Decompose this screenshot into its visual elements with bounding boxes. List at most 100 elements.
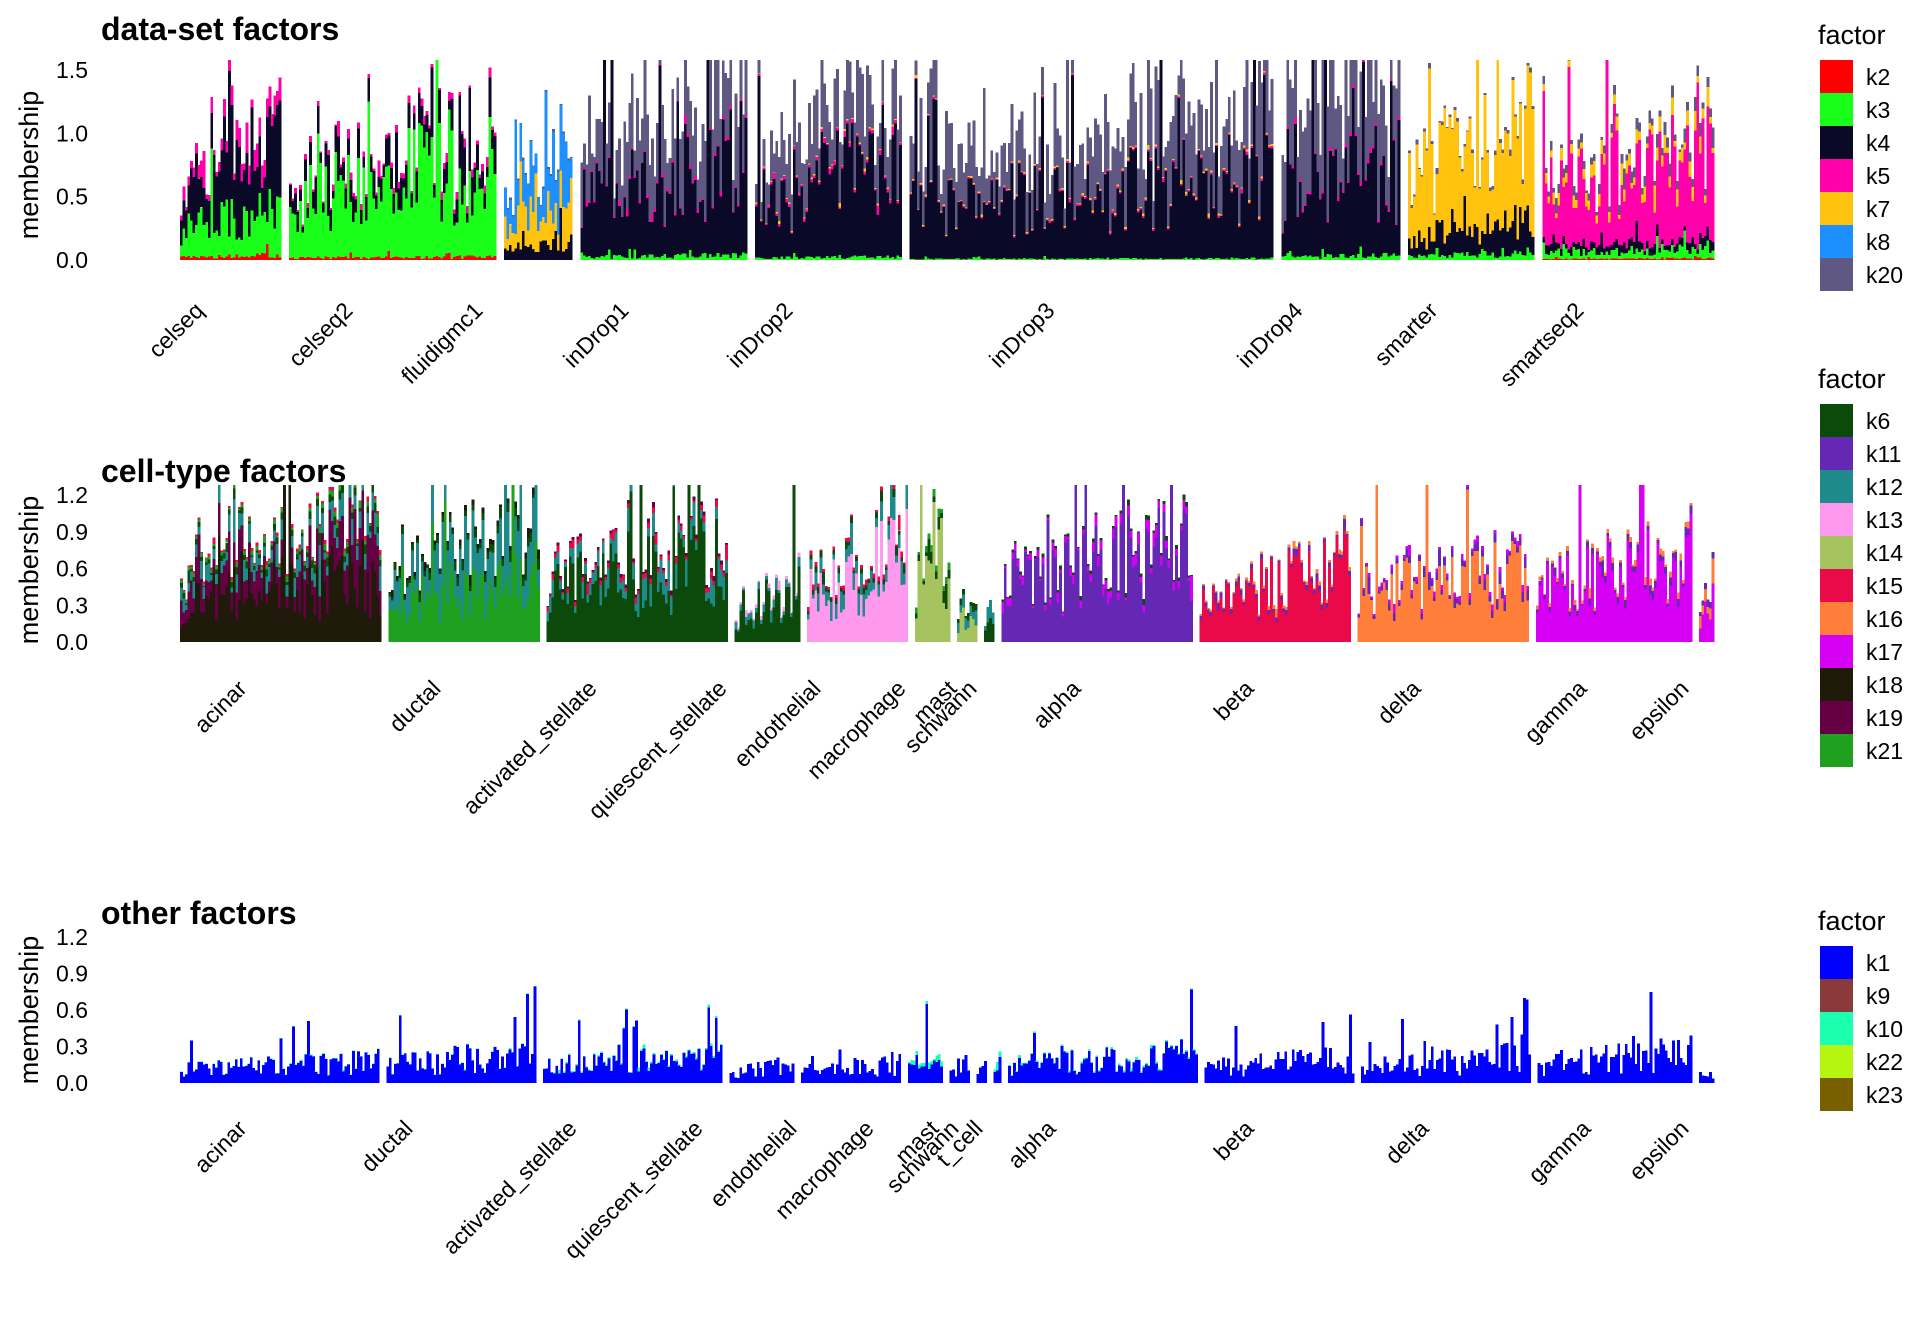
bar-segment — [489, 256, 492, 260]
bar-segment — [1344, 60, 1347, 143]
bar-segment — [630, 485, 633, 491]
bar-segment — [210, 113, 213, 148]
bar-segment — [564, 560, 567, 561]
bar-segment — [1656, 134, 1659, 148]
bar-segment — [1140, 582, 1143, 642]
bar-segment — [866, 157, 869, 159]
bar-segment — [646, 114, 649, 194]
bar-segment — [905, 485, 908, 509]
legend-label: k13 — [1866, 507, 1903, 533]
bar-segment — [1290, 564, 1293, 567]
bar-segment — [662, 570, 665, 573]
bar-segment — [304, 160, 307, 181]
bar-segment — [253, 221, 256, 256]
bar-segment — [1479, 244, 1482, 254]
bar-segment — [243, 603, 246, 642]
bar-segment — [637, 594, 640, 617]
bar-segment — [1562, 244, 1565, 260]
bar-segment — [699, 202, 702, 256]
bar-segment — [793, 150, 796, 253]
bar-segment — [1441, 122, 1444, 126]
bar-segment — [712, 129, 715, 206]
bar-segment — [1307, 257, 1310, 260]
bar-segment — [1203, 173, 1206, 174]
bar-segment — [532, 495, 535, 498]
bar-segment — [1054, 546, 1057, 548]
bar-segment — [1398, 602, 1401, 606]
bar-segment — [1481, 249, 1484, 260]
bar-segment — [927, 82, 930, 114]
bar-segment — [293, 611, 296, 642]
bar-segment — [297, 210, 300, 212]
bar-segment — [1348, 575, 1351, 642]
bar-segment — [750, 619, 753, 642]
bar-segment — [263, 546, 266, 555]
bar-segment — [324, 141, 327, 143]
bar-segment — [1448, 597, 1451, 599]
bar-segment — [1107, 169, 1110, 170]
bar-segment — [527, 528, 530, 537]
bar-segment — [832, 550, 835, 554]
bar-segment — [241, 182, 244, 240]
bar-segment — [225, 199, 228, 256]
bar-segment — [474, 527, 477, 529]
bar-segment — [1059, 258, 1062, 260]
bar-segment — [674, 139, 677, 213]
bar-segment — [434, 551, 437, 592]
bar-segment — [641, 162, 644, 163]
bar-segment — [334, 126, 337, 152]
bar-segment — [1280, 595, 1283, 599]
bar-segment — [930, 552, 933, 564]
bar-segment — [354, 589, 357, 642]
bar-segment — [1023, 172, 1026, 174]
bar-segment — [329, 210, 332, 231]
bar-segment — [1084, 259, 1087, 260]
bar-segment — [1552, 259, 1555, 260]
bar-segment — [484, 620, 487, 642]
bar-segment — [1217, 603, 1220, 611]
bar-segment — [770, 185, 773, 260]
bar-segment — [1314, 152, 1317, 154]
bar-segment — [1006, 259, 1009, 260]
bar-segment — [1237, 577, 1240, 581]
bar-segment — [896, 255, 899, 260]
bar-segment — [760, 221, 763, 258]
bar-segment — [1397, 117, 1400, 121]
bar-segment — [1042, 565, 1045, 642]
bar-segment — [1380, 79, 1383, 163]
bar-segment — [785, 198, 788, 199]
bar-segment — [1546, 558, 1549, 562]
bar-segment — [985, 204, 988, 205]
bar-segment — [1494, 150, 1497, 154]
bar-segment — [898, 530, 901, 534]
bar-segment — [1304, 204, 1307, 206]
bar-segment — [1644, 585, 1647, 589]
bar-segment — [1704, 196, 1707, 203]
bar-segment — [910, 259, 913, 260]
bar-segment — [1496, 258, 1499, 260]
bar-segment — [203, 613, 206, 642]
bar-segment — [1031, 259, 1034, 260]
bar-segment — [1155, 538, 1158, 642]
bar-segment — [321, 560, 324, 642]
bar-segment — [1368, 594, 1371, 642]
bar-segment — [1250, 564, 1253, 568]
bar-segment — [790, 194, 793, 230]
bar-segment — [785, 587, 788, 642]
bar-segment — [1134, 145, 1137, 146]
bar-segment — [1260, 551, 1263, 553]
bar-segment — [203, 586, 206, 587]
bar-segment — [715, 519, 718, 642]
bar-segment — [935, 572, 938, 580]
bar-segment — [879, 149, 882, 150]
bar-segment — [1514, 205, 1517, 250]
bar-segment — [1365, 565, 1368, 567]
bar-segment — [426, 564, 429, 565]
bar-segment — [871, 130, 874, 133]
bar-segment — [579, 536, 582, 540]
bar-segment — [1448, 595, 1451, 596]
bar-segment — [1177, 581, 1180, 589]
bar-segment — [1387, 212, 1390, 257]
bar-segment — [1571, 580, 1574, 584]
bar-segment — [1215, 145, 1218, 146]
